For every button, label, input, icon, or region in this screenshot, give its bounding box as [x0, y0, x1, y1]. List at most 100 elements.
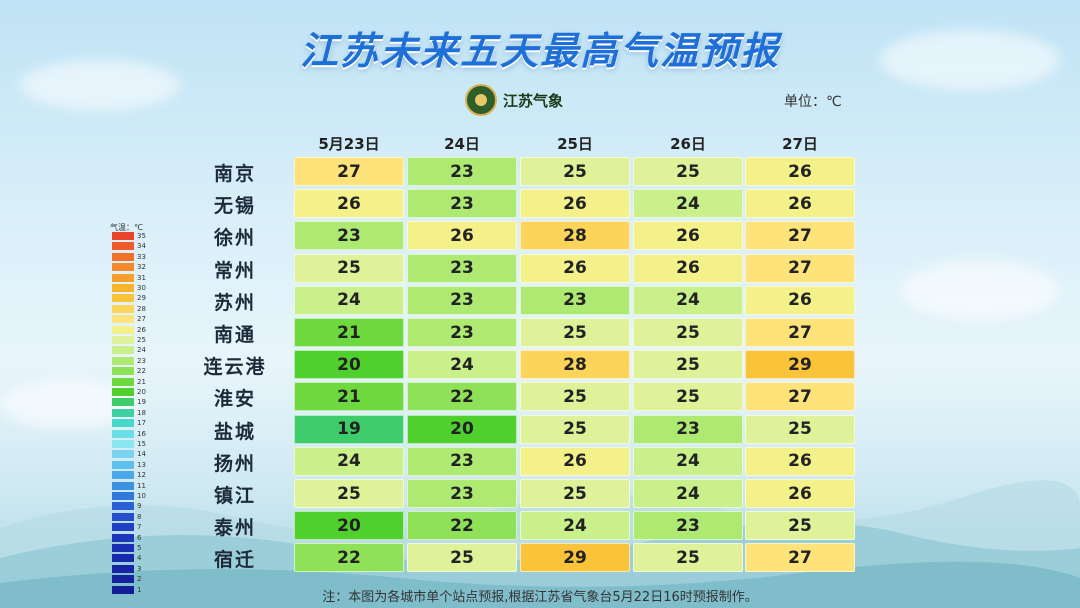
city-label: 无锡 — [213, 195, 256, 218]
legend-swatch — [112, 377, 134, 386]
temperature-cell: 21 — [294, 318, 404, 347]
temperature-cell: 23 — [633, 414, 743, 444]
legend-swatch — [112, 460, 134, 469]
legend-label: 14 — [137, 450, 146, 459]
legend-swatch — [112, 564, 134, 573]
city-label: 南通 — [213, 324, 256, 346]
temperature-cell: 27 — [745, 221, 855, 251]
legend-label: 35 — [137, 232, 146, 240]
city-label: 泰州 — [213, 517, 256, 540]
legend-label: 15 — [137, 440, 146, 448]
temperature-cell: 23 — [407, 157, 517, 186]
temperature-cell: 20 — [294, 350, 404, 380]
city-label: 常州 — [213, 259, 256, 282]
legend-label: 10 — [137, 492, 146, 500]
city-label: 淮安 — [213, 388, 256, 411]
temperature-cell: 27 — [745, 318, 855, 347]
temperature-cell: 23 — [407, 318, 517, 347]
temperature-cell: 25 — [520, 318, 630, 347]
temperature-cell: 24 — [633, 285, 743, 315]
temperature-cell: 20 — [294, 511, 404, 541]
temperature-cell: 23 — [294, 221, 404, 251]
temperature-cell: 24 — [407, 350, 517, 380]
temperature-cell: 26 — [520, 446, 630, 476]
temperature-cell: 22 — [407, 511, 517, 541]
legend-label: 24 — [137, 346, 146, 355]
legend-label: 4 — [137, 554, 142, 563]
city-label: 连云港 — [203, 356, 267, 379]
temperature-cell: 23 — [407, 479, 517, 508]
legend-swatch — [112, 263, 134, 272]
legend-swatch — [112, 533, 134, 542]
temperature-cell: 26 — [745, 157, 855, 186]
unit-label: 单位：℃ — [784, 94, 842, 110]
city-label: 苏州 — [213, 291, 256, 314]
temperature-cell: 23 — [520, 285, 630, 315]
temperature-cell: 27 — [745, 382, 855, 412]
temperature-cell: 19 — [294, 414, 404, 444]
legend-label: 12 — [137, 471, 146, 480]
logo-text: 江苏气象 — [503, 91, 564, 110]
legend-swatch — [112, 429, 134, 438]
city-label: 扬州 — [213, 452, 256, 475]
legend-label: 19 — [137, 398, 146, 407]
temperature-cell: 22 — [407, 382, 517, 412]
temperature-cell: 27 — [294, 157, 404, 186]
legend-label: 1 — [137, 585, 142, 594]
legend-label: 22 — [137, 367, 146, 376]
temperature-cell: 25 — [745, 511, 855, 541]
temperature-cell: 26 — [745, 285, 855, 315]
legend-swatch — [112, 471, 134, 480]
legend-label: 8 — [137, 512, 142, 521]
temperature-cell: 23 — [407, 189, 517, 219]
legend-label: 16 — [137, 429, 146, 438]
temperature-cell: 28 — [520, 350, 630, 380]
legend-label: 7 — [137, 523, 142, 532]
temperature-cell: 25 — [520, 479, 630, 508]
temperature-cell: 26 — [520, 189, 630, 219]
temperature-cell: 26 — [745, 189, 855, 219]
legend-swatch — [112, 304, 134, 313]
legend-label: 32 — [137, 263, 146, 272]
temperature-cell: 20 — [407, 414, 517, 444]
temperature-cell: 24 — [294, 285, 404, 315]
legend-label: 3 — [137, 564, 142, 573]
temperature-cell: 23 — [633, 511, 743, 541]
legend-swatch — [112, 585, 134, 594]
temperature-cell: 26 — [633, 221, 743, 251]
column-header: 25日 — [557, 135, 593, 153]
city-label: 徐州 — [213, 227, 256, 250]
temperature-cell: 27 — [745, 543, 855, 573]
temperature-cell: 24 — [520, 511, 630, 541]
column-header: 27日 — [782, 135, 818, 153]
legend-swatch — [112, 325, 134, 334]
temperature-cell: 24 — [633, 189, 743, 219]
temperature-cell: 25 — [633, 350, 743, 380]
legend-swatch — [112, 544, 134, 552]
temperature-cell: 23 — [407, 253, 517, 283]
temperature-cell: 29 — [745, 350, 855, 380]
legend-swatch — [112, 315, 134, 324]
legend-label: 9 — [137, 502, 142, 511]
legend-swatch — [112, 419, 134, 428]
legend-label: 21 — [137, 377, 146, 386]
legend-label: 5 — [137, 544, 142, 552]
temperature-cell: 25 — [520, 382, 630, 412]
legend-swatch — [112, 336, 134, 344]
page-title: 江苏未来五天最高气温预报 — [299, 29, 780, 73]
legend-label: 27 — [137, 315, 146, 324]
legend-swatch — [112, 398, 134, 407]
temperature-cell: 26 — [633, 253, 743, 283]
temperature-cell: 26 — [745, 479, 855, 508]
column-header: 24日 — [444, 135, 480, 153]
temperature-cell: 25 — [294, 253, 404, 283]
legend-swatch — [112, 523, 134, 532]
temperature-cell: 25 — [407, 543, 517, 573]
city-label: 宿迁 — [213, 549, 256, 572]
city-label: 南京 — [213, 163, 256, 185]
legend-swatch — [112, 232, 134, 240]
legend-swatch — [112, 356, 134, 365]
temperature-cell: 25 — [520, 157, 630, 186]
temperature-cell: 29 — [520, 543, 630, 573]
temperature-cell: 25 — [294, 479, 404, 508]
